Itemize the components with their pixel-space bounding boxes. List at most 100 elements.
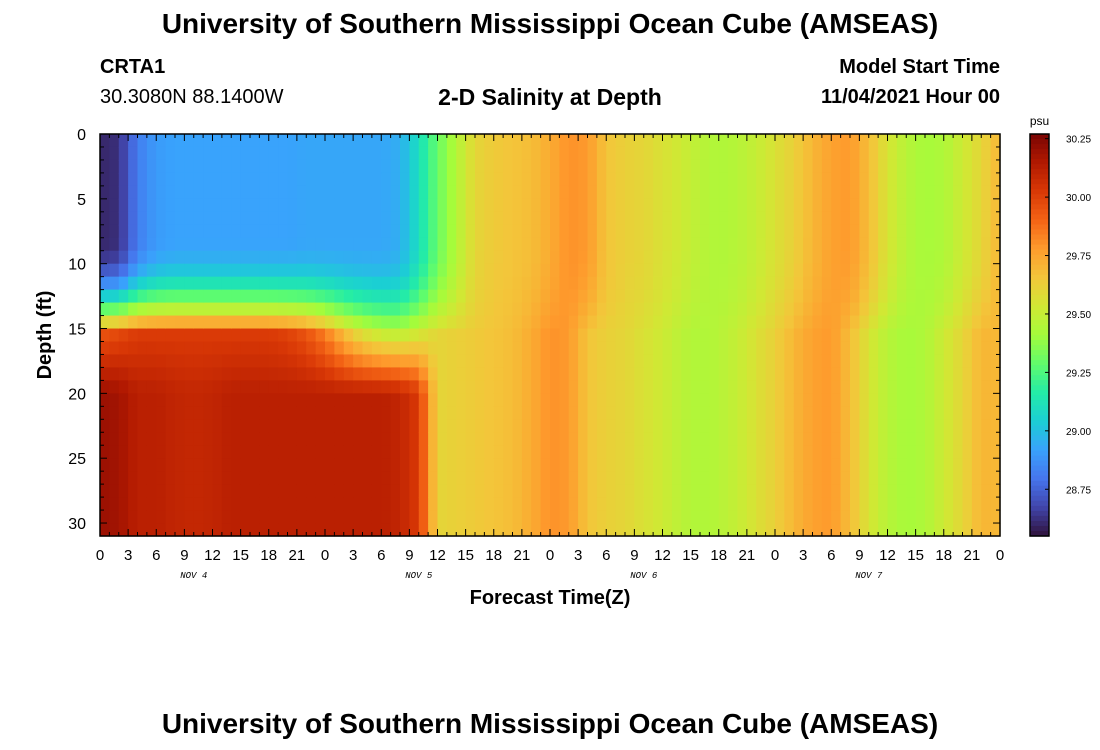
- heatmap-cell: [653, 354, 664, 369]
- heatmap-cell: [531, 198, 542, 213]
- heatmap-cell: [278, 224, 289, 239]
- heatmap-cell: [484, 523, 495, 537]
- heatmap-cell: [596, 276, 607, 291]
- heatmap-cell: [278, 302, 289, 317]
- heatmap-cell: [981, 185, 992, 200]
- heatmap-cell: [390, 432, 401, 446]
- heatmap-cell: [887, 159, 898, 174]
- heatmap-cell: [746, 471, 757, 485]
- heatmap-cell: [465, 510, 476, 524]
- heatmap-cell: [456, 224, 467, 239]
- heatmap-cell: [850, 406, 860, 420]
- heatmap-cell: [568, 367, 579, 381]
- colorbar-segment: [1030, 515, 1049, 522]
- heatmap-cell: [128, 146, 139, 161]
- heatmap-cell: [231, 393, 242, 407]
- heatmap-cell: [925, 146, 935, 161]
- heatmap-cell: [765, 341, 776, 356]
- heatmap-cell: [221, 497, 232, 511]
- heatmap-cell: [371, 237, 382, 252]
- heatmap-cell: [334, 172, 345, 187]
- heatmap-cell: [465, 445, 476, 459]
- heatmap-cell: [400, 393, 410, 407]
- heatmap-cell: [840, 146, 851, 161]
- heatmap-cell: [240, 263, 251, 278]
- heatmap-cell: [240, 341, 251, 356]
- heatmap-cell: [568, 354, 579, 369]
- heatmap-cell: [493, 471, 504, 485]
- heatmap-cell: [840, 237, 851, 252]
- heatmap-cell: [896, 458, 907, 472]
- heatmap-cell: [746, 354, 757, 369]
- heatmap-cell: [390, 211, 401, 226]
- heatmap-cell: [850, 224, 860, 239]
- heatmap-cell: [765, 380, 776, 394]
- heatmap-cell: [156, 198, 167, 213]
- heatmap-cell: [756, 406, 767, 420]
- heatmap-cell: [596, 341, 607, 356]
- heatmap-cell: [231, 211, 242, 226]
- heatmap-cell: [671, 172, 682, 187]
- heatmap-cell: [409, 406, 420, 420]
- heatmap-cell: [821, 341, 832, 356]
- heatmap-cell: [990, 523, 1001, 537]
- heatmap-cell: [896, 380, 907, 394]
- heatmap-cell: [831, 510, 842, 524]
- heatmap-cell: [100, 250, 110, 265]
- heatmap-cell: [390, 445, 401, 459]
- colorbar-tick-label: 30.25: [1066, 135, 1091, 146]
- heatmap-cell: [540, 315, 551, 330]
- heatmap-cell: [850, 276, 860, 291]
- heatmap-cell: [334, 289, 345, 304]
- heatmap-cell: [400, 211, 410, 226]
- heatmap-cell: [643, 159, 654, 174]
- heatmap-cell: [428, 523, 439, 537]
- heatmap-cell: [362, 380, 373, 394]
- heatmap-cell: [728, 406, 739, 420]
- heatmap-cell: [156, 445, 167, 459]
- heatmap-cell: [953, 393, 964, 407]
- x-tick-label: 0: [546, 547, 554, 564]
- heatmap-cell: [109, 393, 120, 407]
- heatmap-cell: [906, 393, 917, 407]
- heatmap-cell: [390, 497, 401, 511]
- heatmap-cell: [803, 406, 814, 420]
- heatmap-cell: [221, 523, 232, 537]
- heatmap-cell: [475, 159, 485, 174]
- heatmap-cell: [793, 224, 804, 239]
- heatmap-cell: [662, 510, 673, 524]
- heatmap-cell: [700, 146, 710, 161]
- heatmap-cell: [878, 315, 889, 330]
- heatmap-cell: [578, 276, 589, 291]
- heatmap-cell: [709, 419, 720, 433]
- heatmap-cell: [521, 263, 532, 278]
- heatmap-cell: [718, 484, 729, 498]
- heatmap-cell: [493, 445, 504, 459]
- heatmap-cell: [296, 185, 307, 200]
- heatmap-cell: [334, 523, 345, 537]
- heatmap-cell: [606, 406, 617, 420]
- heatmap-cell: [362, 393, 373, 407]
- heatmap-cell: [606, 523, 617, 537]
- heatmap-cell: [296, 250, 307, 265]
- heatmap-cell: [156, 250, 167, 265]
- heatmap-cell: [578, 471, 589, 485]
- heatmap-cell: [559, 263, 570, 278]
- heatmap-cell: [671, 471, 682, 485]
- heatmap-cell: [840, 445, 851, 459]
- x-tick-label: 21: [739, 547, 756, 564]
- heatmap-cell: [156, 471, 167, 485]
- heatmap-cell: [203, 250, 214, 265]
- x-tick-label: 12: [879, 547, 896, 564]
- heatmap-cell: [596, 134, 607, 148]
- heatmap-cell: [906, 445, 917, 459]
- heatmap-cell: [250, 289, 260, 304]
- heatmap-cell: [531, 341, 542, 356]
- heatmap-cell: [503, 497, 514, 511]
- heatmap-cell: [418, 354, 429, 369]
- heatmap-cell: [737, 341, 748, 356]
- heatmap-cell: [156, 523, 167, 537]
- heatmap-cell: [962, 185, 973, 200]
- heatmap-cell: [306, 341, 317, 356]
- heatmap-cell: [146, 263, 157, 278]
